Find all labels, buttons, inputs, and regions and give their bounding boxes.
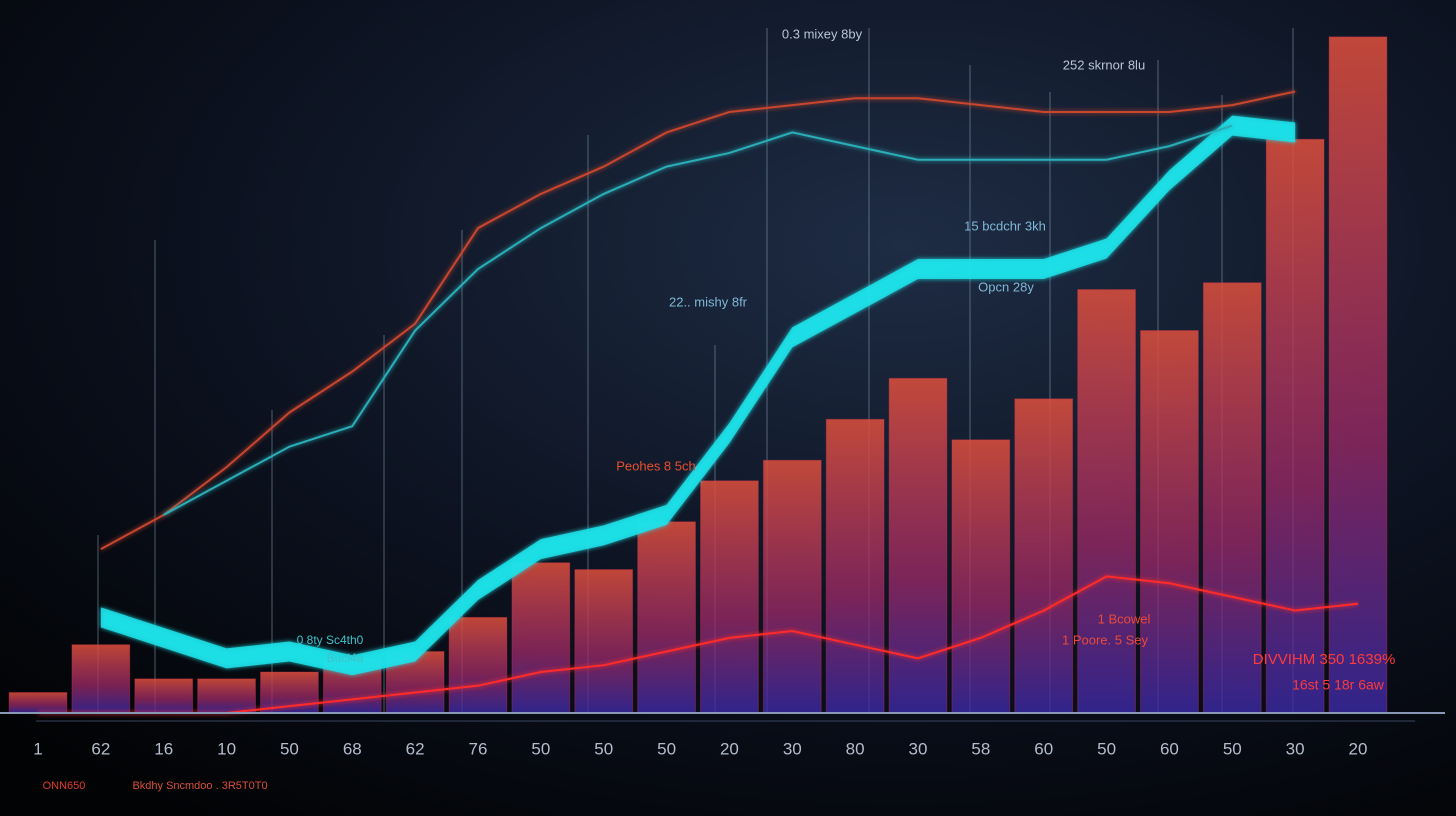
annotation: 16st 5 18r 6aw [1292,677,1385,693]
x-tick-label: 16 [154,739,173,758]
x-tick-label: 50 [1097,739,1116,758]
bar [1328,36,1388,714]
annotation: 1 Poore. 5 Sey [1062,632,1148,647]
bar [951,439,1011,714]
x-tick-label: 50 [280,739,299,758]
x-tick-label: 1 [33,739,42,758]
annotation: Opcn 28y [978,279,1034,294]
x-tick-label: 80 [846,739,865,758]
annotation: Bucl4a [327,651,364,665]
annotation: 252 skrnor 8lu [1063,57,1145,72]
annotation: 0.3 mixey 8by [782,26,863,41]
plot [8,36,1388,714]
annotation: 1 Bcowel [1098,611,1151,626]
bar [825,418,885,714]
labels: 1 62 16 10 50 68 62 76 50 50 50 20 30 80 30 58 60 50 60 50 3… [33,26,1395,791]
x-tick-label: 60 [1034,739,1053,758]
bar [1140,330,1199,714]
x-tick-label: 20 [1349,739,1368,758]
x-tick-label: 62 [406,739,425,758]
line [163,124,1233,516]
x-tick-label: 50 [657,739,676,758]
x-tick-label: 10 [217,739,236,758]
bar [1265,138,1325,714]
x-tick-label: 20 [720,739,739,758]
bar [637,521,696,714]
x-tick-label: 30 [909,739,928,758]
annotation: 22.. mishy 8fr [669,294,748,309]
bar [1077,289,1136,714]
bar [71,644,131,714]
bar [700,480,759,714]
bar [1202,282,1262,714]
bar [574,569,634,714]
x-tick-label: 50 [1223,739,1242,758]
annotation: 15 bcdchr 3kh [964,218,1046,233]
line [100,90,1296,550]
bar [511,562,571,714]
annotation: Bkdhy Sncmdoo . 3R5T0T0 [132,780,267,792]
annotation: ONN650 [43,780,86,792]
x-tick-label: 30 [1286,739,1305,758]
x-tick-label: 30 [783,739,802,758]
bar [762,459,822,714]
bar [448,616,508,714]
line [38,575,1359,714]
x-tick-label: 50 [594,739,613,758]
x-tick-label: 58 [971,739,990,758]
annotation: 0 8ty Sc4th0 [297,633,364,647]
ribbon [100,115,1296,676]
annotation: DIVVIHM 350 1639% [1253,651,1396,668]
x-tick-label: 76 [469,739,488,758]
x-tick-label: 62 [91,739,110,758]
x-tick-label: 50 [531,739,550,758]
bar [197,678,256,714]
bar [1014,398,1074,714]
bar [888,377,948,714]
annotation: Peohes 8 5ch [616,458,696,473]
bar [134,678,194,714]
x-tick-label: 60 [1160,739,1179,758]
bar [8,692,68,714]
x-tick-label: 68 [343,739,362,758]
